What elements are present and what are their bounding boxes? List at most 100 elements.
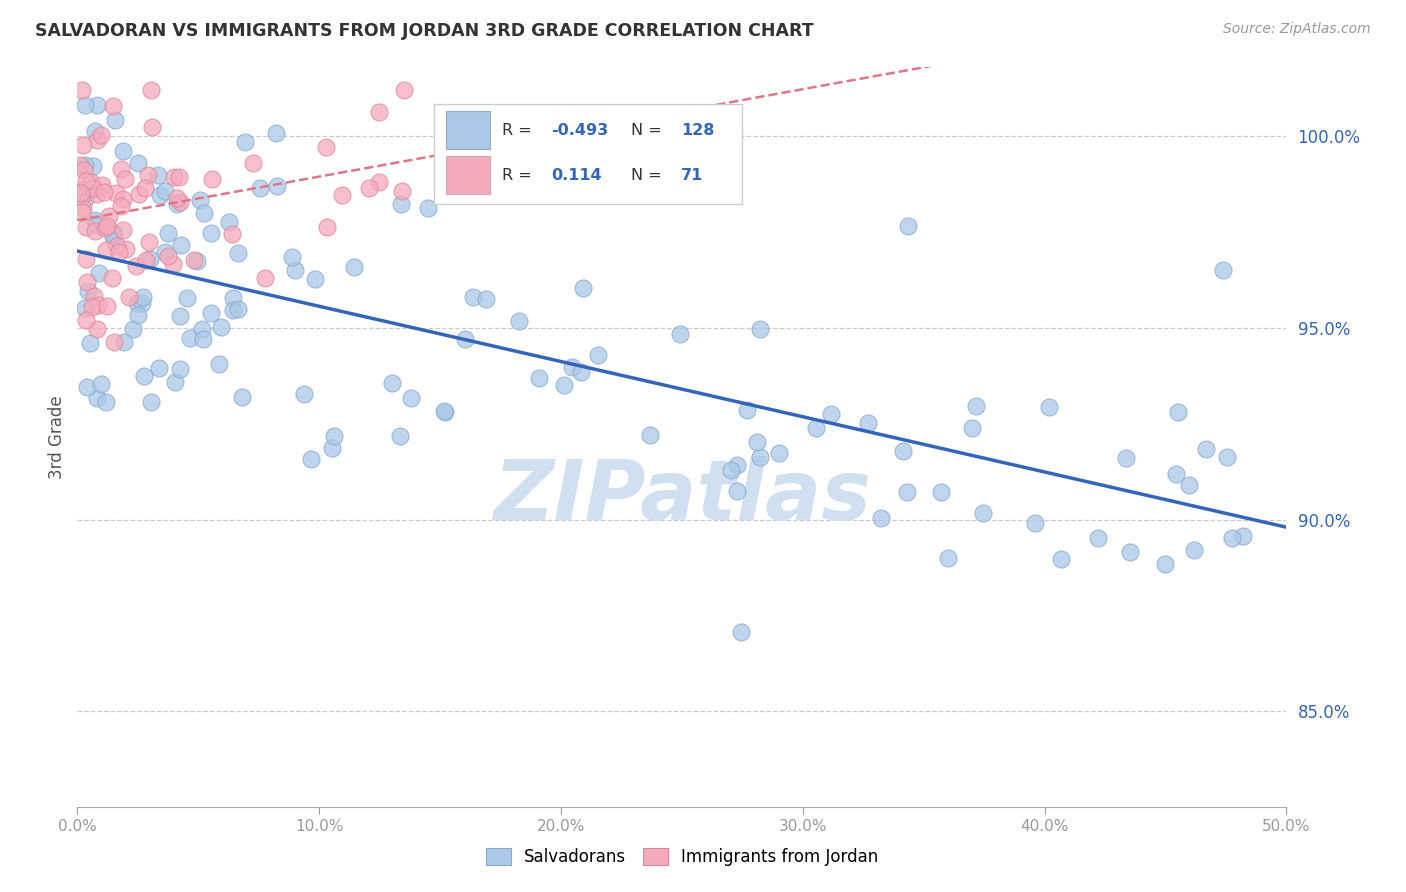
Point — [332, 188, 354, 202]
Point — [107, 245, 129, 260]
Point — [162, 257, 184, 271]
Point — [76, 379, 98, 393]
Point — [301, 452, 323, 467]
Point — [75, 252, 97, 266]
Point — [381, 376, 404, 390]
Point — [90, 128, 112, 142]
Point — [208, 357, 231, 371]
Point — [392, 83, 415, 97]
Point — [804, 421, 827, 435]
Point — [389, 429, 412, 443]
Point — [153, 245, 176, 260]
Point — [304, 272, 326, 286]
Point — [76, 275, 98, 289]
Point — [221, 227, 243, 242]
Point — [188, 193, 211, 207]
Point — [131, 296, 153, 310]
Point — [668, 326, 690, 341]
Point — [323, 429, 346, 443]
Point — [1164, 467, 1187, 481]
Point — [200, 306, 222, 320]
Point — [730, 624, 752, 639]
Point — [134, 369, 156, 384]
Text: SALVADORAN VS IMMIGRANTS FROM JORDAN 3RD GRADE CORRELATION CHART: SALVADORAN VS IMMIGRANTS FROM JORDAN 3RD… — [35, 22, 814, 40]
Point — [153, 184, 176, 198]
Point — [253, 270, 276, 285]
Point — [73, 186, 96, 200]
Point — [157, 249, 180, 263]
Point — [69, 186, 91, 201]
Point — [1212, 263, 1234, 277]
Point — [90, 178, 112, 192]
Point — [201, 172, 224, 186]
Point — [169, 238, 191, 252]
Point — [266, 126, 288, 140]
Point — [965, 399, 987, 413]
Point — [735, 403, 758, 417]
Point — [114, 172, 136, 186]
Text: ZIPatlas: ZIPatlas — [494, 456, 870, 537]
Point — [100, 227, 122, 242]
Point — [292, 386, 315, 401]
Point — [343, 260, 366, 274]
Point — [86, 186, 108, 201]
Point — [132, 290, 155, 304]
Y-axis label: 3rd Grade: 3rd Grade — [48, 395, 66, 479]
Point — [242, 156, 264, 170]
Point — [104, 112, 127, 127]
Point — [475, 292, 498, 306]
Point — [226, 302, 249, 317]
Point — [416, 201, 439, 215]
Point — [586, 349, 609, 363]
Point — [433, 404, 456, 418]
Point — [128, 186, 150, 201]
Point — [316, 219, 339, 234]
Point — [768, 446, 790, 460]
Point — [72, 181, 94, 195]
Point — [70, 205, 93, 219]
Point — [77, 285, 100, 299]
Point — [193, 206, 215, 220]
Point — [1038, 401, 1060, 415]
Point — [73, 301, 96, 316]
Point — [84, 213, 107, 227]
Point — [461, 290, 484, 304]
Point — [226, 246, 249, 260]
Point — [569, 365, 592, 379]
Point — [391, 184, 413, 198]
Point — [138, 168, 160, 182]
Point — [148, 360, 170, 375]
Point — [1195, 442, 1218, 457]
Point — [281, 250, 304, 264]
Point — [218, 215, 240, 229]
Point — [86, 391, 108, 405]
Point — [938, 550, 960, 565]
Point — [315, 140, 337, 154]
Point — [167, 170, 190, 185]
Point — [138, 235, 160, 249]
Point — [73, 98, 96, 112]
Point — [169, 195, 191, 210]
Point — [110, 199, 132, 213]
Point — [87, 297, 110, 311]
Point — [1115, 450, 1137, 465]
Point — [96, 299, 118, 313]
Point — [508, 314, 530, 328]
Point — [368, 104, 391, 119]
Point — [122, 322, 145, 336]
Point — [105, 186, 128, 200]
Point — [163, 169, 186, 184]
Point — [454, 332, 477, 346]
Point — [115, 242, 138, 256]
Point — [118, 290, 141, 304]
Point — [748, 450, 770, 464]
Point — [125, 296, 148, 310]
Point — [90, 377, 112, 392]
Point — [148, 169, 170, 183]
Point — [96, 395, 118, 409]
Point — [89, 266, 111, 280]
Point — [1216, 450, 1239, 464]
Point — [72, 83, 94, 97]
Point — [157, 227, 180, 241]
Point — [112, 192, 135, 206]
